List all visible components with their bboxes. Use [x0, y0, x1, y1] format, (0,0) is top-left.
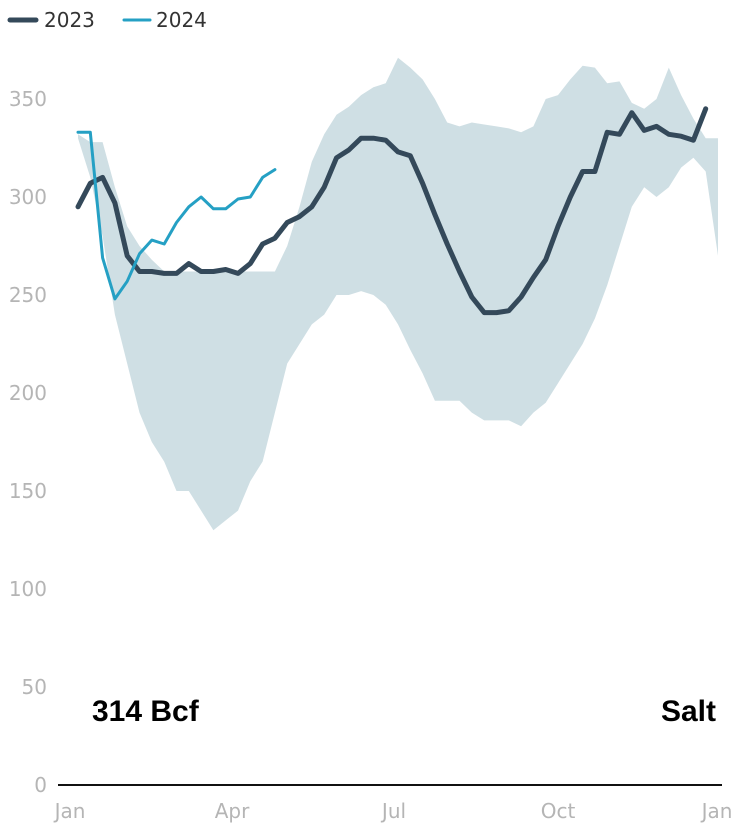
y-tick-label: 50 — [22, 675, 47, 699]
y-tick-label: 300 — [9, 185, 47, 209]
y-tick-label: 200 — [9, 381, 47, 405]
x-axis: Jan Apr Jul Oct Jan — [53, 799, 733, 823]
y-tick-label: 250 — [9, 283, 47, 307]
y-axis: 0 50 100 150 200 250 300 350 — [9, 87, 47, 797]
y-tick-label: 350 — [9, 87, 47, 111]
x-tick-label: Jul — [380, 799, 406, 823]
y-tick-label: 150 — [9, 479, 47, 503]
series-line-2024 — [76, 130, 277, 301]
series-lines — [75, 106, 709, 316]
historical-range-band — [78, 57, 718, 531]
legend: 2023 2024 — [7, 8, 207, 32]
region-annotation: Salt — [661, 695, 716, 728]
series-line-2023 — [75, 106, 709, 316]
x-tick-label: Oct — [541, 799, 576, 823]
x-tick-label: Jan — [700, 799, 733, 823]
legend-label-2024: 2024 — [156, 8, 207, 32]
y-tick-label: 0 — [34, 773, 47, 797]
y-tick-label: 100 — [9, 577, 47, 601]
x-tick-label: Apr — [215, 799, 250, 823]
x-tick-label: Jan — [53, 799, 86, 823]
value-annotation: 314 Bcf — [92, 695, 200, 728]
legend-label-2023: 2023 — [44, 8, 95, 32]
